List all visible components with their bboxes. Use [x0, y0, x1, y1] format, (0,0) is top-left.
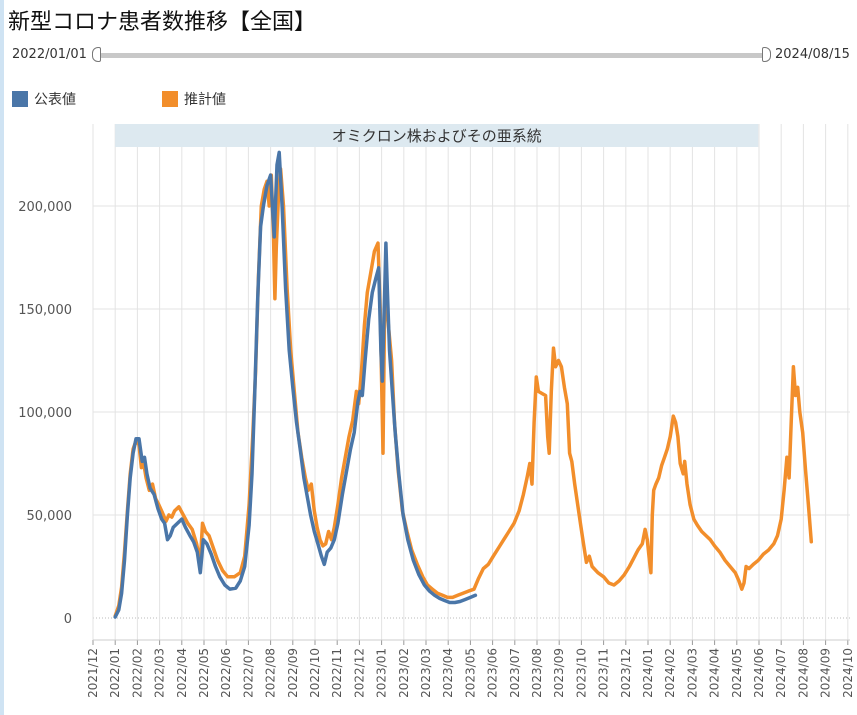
x-tick-label: 2023/12 [619, 648, 633, 698]
x-tick-label: 2023/02 [397, 648, 411, 698]
x-tick-label: 2023/09 [552, 648, 566, 698]
x-tick-label: 2024/06 [752, 648, 766, 698]
range-end-handle[interactable] [762, 47, 771, 62]
x-tick-label: 2024/03 [685, 648, 699, 698]
x-tick-label: 2024/09 [819, 648, 833, 698]
x-tick-label: 2024/08 [796, 648, 810, 698]
x-tick-label: 2023/08 [530, 648, 544, 698]
x-tick-label: 2023/04 [441, 648, 455, 698]
x-tick-label: 2022/04 [175, 648, 189, 698]
legend-swatch-estimated [162, 91, 178, 107]
x-tick-label: 2022/08 [264, 648, 278, 698]
chart-legend: 公表値 推計値 [0, 89, 400, 109]
x-tick-label: 2022/06 [219, 648, 233, 698]
legend-item-published[interactable]: 公表値 [12, 89, 76, 109]
legend-item-estimated[interactable]: 推計値 [162, 89, 226, 109]
range-end-label: 2024/08/15 [775, 47, 850, 62]
y-tick-label: 150,000 [18, 303, 72, 318]
x-tick-label: 2024/01 [641, 648, 655, 698]
x-tick-label: 2022/01 [108, 648, 122, 698]
y-tick-label: 0 [64, 612, 72, 627]
annotation-band [115, 124, 759, 147]
range-start-label: 2022/01/01 [12, 47, 87, 62]
range-track[interactable] [100, 53, 764, 58]
x-tick-label: 2023/05 [463, 648, 477, 698]
series-line-published [113, 150, 478, 619]
y-tick-label: 200,000 [18, 200, 72, 215]
x-tick-label: 2023/07 [508, 648, 522, 698]
x-tick-label: 2024/04 [708, 648, 722, 698]
x-tick-label: 2024/07 [774, 648, 788, 698]
axes: 0 50,000 100,000 150,000 200,000 2021/12 2022/… [18, 200, 855, 698]
x-tick-label: 2023/10 [574, 648, 588, 698]
y-tick-label: 100,000 [18, 406, 72, 421]
series-lines [113, 150, 814, 619]
x-tick-label: 2021/12 [86, 648, 100, 698]
x-tick-label: 2022/05 [197, 648, 211, 698]
x-tick-label: 2024/05 [730, 648, 744, 698]
x-tick-label: 2024/02 [663, 648, 677, 698]
annotation-label: オミクロン株およびその亜系統 [332, 127, 542, 145]
x-tick-label: 2022/12 [352, 648, 366, 698]
x-tick-label: 2022/10 [308, 648, 322, 698]
x-tick-label: 2023/01 [375, 648, 389, 698]
x-tick-label: 2022/09 [286, 648, 300, 698]
grid-lines [92, 124, 850, 640]
x-tick-label: 2023/03 [419, 648, 433, 698]
legend-label-published: 公表値 [34, 92, 76, 108]
page-title: 新型コロナ患者数推移【全国】 [8, 10, 317, 35]
series-line-estimated [113, 167, 814, 618]
x-tick-label: 2022/02 [130, 648, 144, 698]
legend-swatch-published [12, 91, 28, 107]
x-tick-label: 2023/06 [486, 648, 500, 698]
annotation-band-group: オミクロン株およびその亜系統 [115, 124, 759, 147]
date-range-slider: 2022/01/01 2024/08/15 [0, 45, 857, 65]
x-tick-label: 2024/10 [841, 648, 855, 698]
range-start-handle[interactable] [92, 47, 101, 62]
x-tick-label: 2023/11 [597, 648, 611, 698]
left-accent-bar [0, 0, 4, 715]
x-tick-label: 2022/07 [241, 648, 255, 698]
x-tick-label: 2022/11 [330, 648, 344, 698]
y-tick-label: 50,000 [27, 509, 73, 524]
x-tick-label: 2022/03 [153, 648, 167, 698]
legend-label-estimated: 推計値 [184, 92, 226, 108]
